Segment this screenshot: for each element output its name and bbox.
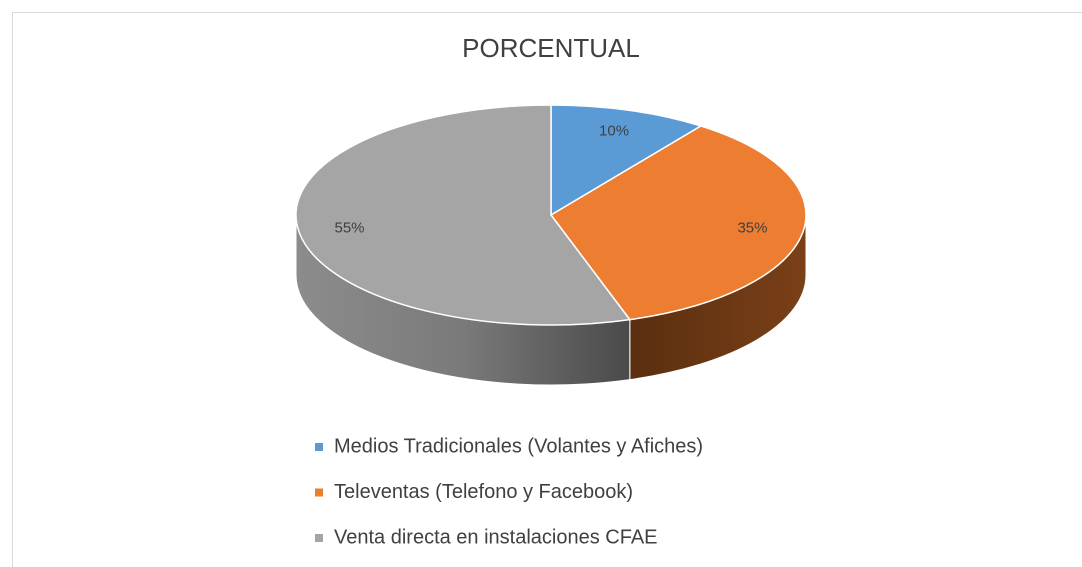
slice	[549, 125, 807, 321]
legend-label: Venta directa en instalaciones CFAE	[334, 526, 658, 548]
data-label: 35%	[737, 220, 767, 237]
legend-marker	[315, 534, 323, 542]
legend-label: Medios Tradicionales (Volantes y Afiches…	[334, 435, 703, 457]
slice	[295, 104, 632, 326]
legend-marker	[315, 443, 323, 451]
legend-marker	[315, 488, 323, 497]
legend-label: Televentas (Telefono y Facebook)	[334, 481, 633, 503]
slice	[550, 104, 703, 217]
chart-title: PORCENTUAL	[462, 33, 640, 63]
data-label: 55%	[334, 220, 364, 237]
data-label: 10%	[599, 122, 629, 139]
